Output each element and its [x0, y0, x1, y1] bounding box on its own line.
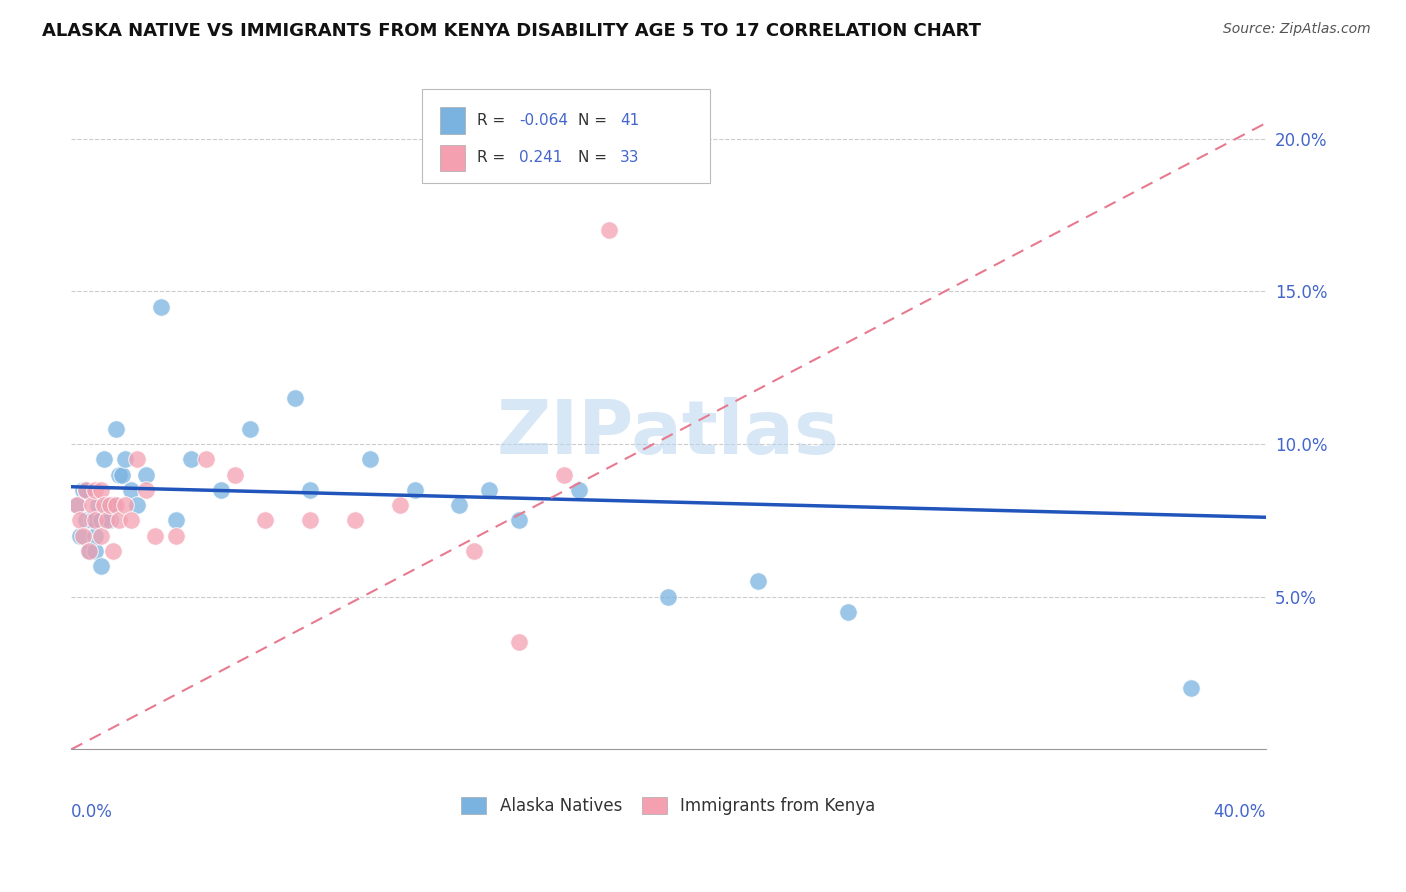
Point	[93, 498, 115, 512]
Point	[478, 483, 501, 497]
Point	[194, 452, 217, 467]
Point	[180, 452, 202, 467]
Point	[449, 498, 471, 512]
Point	[747, 574, 769, 589]
Point	[72, 483, 94, 497]
Text: 41: 41	[620, 113, 640, 128]
Point	[553, 467, 575, 482]
Point	[90, 559, 112, 574]
Point	[84, 528, 107, 542]
Point	[143, 528, 166, 542]
Point	[84, 544, 107, 558]
Point	[101, 544, 124, 558]
Point	[657, 590, 679, 604]
Point	[75, 483, 97, 497]
Point	[209, 483, 232, 497]
Point	[598, 223, 620, 237]
Point	[84, 483, 107, 497]
Point	[120, 513, 142, 527]
Point	[98, 513, 121, 527]
Point	[69, 528, 91, 542]
Point	[75, 483, 97, 497]
Point	[90, 483, 112, 497]
Point	[568, 483, 591, 497]
Text: N =: N =	[578, 151, 612, 165]
Point	[66, 498, 89, 512]
Point	[75, 513, 97, 527]
Point	[508, 635, 530, 649]
Text: -0.064: -0.064	[519, 113, 568, 128]
Point	[98, 498, 121, 512]
Text: ALASKA NATIVE VS IMMIGRANTS FROM KENYA DISABILITY AGE 5 TO 17 CORRELATION CHART: ALASKA NATIVE VS IMMIGRANTS FROM KENYA D…	[42, 22, 981, 40]
Text: ZIPatlas: ZIPatlas	[498, 397, 839, 470]
Point	[84, 513, 107, 527]
Point	[114, 452, 136, 467]
Point	[101, 498, 124, 512]
Point	[299, 513, 322, 527]
Point	[69, 513, 91, 527]
Point	[77, 544, 100, 558]
Text: Source: ZipAtlas.com: Source: ZipAtlas.com	[1223, 22, 1371, 37]
Point	[120, 483, 142, 497]
Point	[90, 528, 112, 542]
Point	[343, 513, 366, 527]
Point	[224, 467, 246, 482]
Point	[508, 513, 530, 527]
Point	[388, 498, 411, 512]
Point	[125, 498, 148, 512]
Point	[111, 467, 134, 482]
Point	[105, 498, 128, 512]
Point	[82, 513, 104, 527]
Point	[125, 452, 148, 467]
Point	[96, 513, 118, 527]
Point	[359, 452, 381, 467]
Legend: Alaska Natives, Immigrants from Kenya: Alaska Natives, Immigrants from Kenya	[454, 790, 882, 822]
Point	[77, 544, 100, 558]
Point	[1180, 681, 1202, 696]
Text: 0.241: 0.241	[519, 151, 562, 165]
Point	[105, 422, 128, 436]
Text: 0.0%: 0.0%	[72, 803, 112, 822]
Point	[66, 498, 89, 512]
Point	[135, 467, 157, 482]
Point	[284, 391, 307, 405]
Point	[299, 483, 322, 497]
Point	[93, 452, 115, 467]
Text: 40.0%: 40.0%	[1213, 803, 1265, 822]
Point	[108, 467, 131, 482]
Point	[239, 422, 262, 436]
Text: R =: R =	[477, 113, 510, 128]
Point	[165, 528, 187, 542]
Point	[149, 300, 172, 314]
Point	[463, 544, 485, 558]
Point	[82, 498, 104, 512]
Point	[87, 498, 110, 512]
Text: 33: 33	[620, 151, 640, 165]
Point	[135, 483, 157, 497]
Point	[72, 528, 94, 542]
Text: R =: R =	[477, 151, 510, 165]
Point	[254, 513, 277, 527]
Point	[96, 498, 118, 512]
Point	[837, 605, 859, 619]
Point	[165, 513, 187, 527]
Text: N =: N =	[578, 113, 612, 128]
Point	[108, 513, 131, 527]
Point	[90, 513, 112, 527]
Point	[404, 483, 426, 497]
Point	[114, 498, 136, 512]
